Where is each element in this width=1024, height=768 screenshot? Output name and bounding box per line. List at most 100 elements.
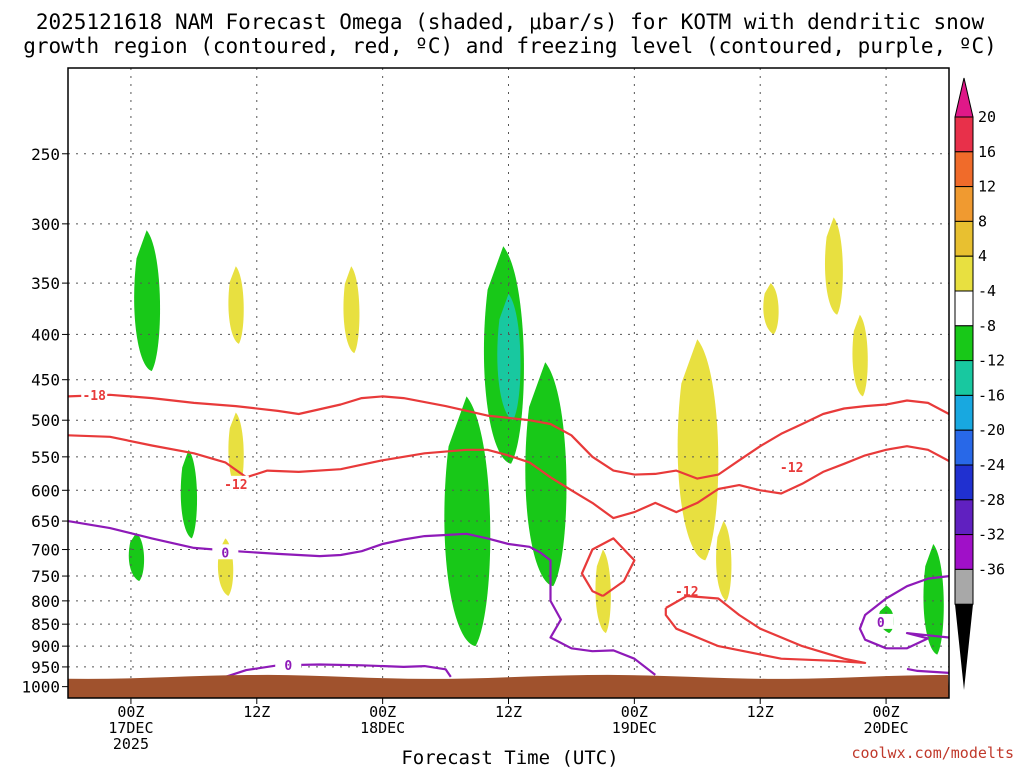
y-tick-label-300: 300 xyxy=(31,215,60,234)
colorbar-bottom-arrow xyxy=(955,604,973,690)
x-tick-label-54-1: 19DEC xyxy=(612,719,657,737)
colorbar-swatch-12 xyxy=(954,534,974,570)
colorbar-swatch-1 xyxy=(954,151,974,188)
omega-shading-layer xyxy=(128,217,944,655)
red-contour-label-0: -18 xyxy=(82,389,106,404)
red-contour-label-bg-0 xyxy=(81,386,108,402)
purple-contour-label-0: 0 xyxy=(221,546,229,561)
colorbar-label-11: -28 xyxy=(978,491,1005,509)
red-contour-1 xyxy=(67,434,950,520)
purple-contour-label-bg-2 xyxy=(867,613,894,629)
y-tick-label-550: 550 xyxy=(31,448,60,467)
x-tick-label-6-2: 2025 xyxy=(113,735,149,753)
y-tick-label-750: 750 xyxy=(31,567,60,586)
omega-shade-region-7 xyxy=(444,396,491,647)
omega-shade-region-1 xyxy=(228,266,244,344)
colorbar-swatch-11 xyxy=(954,499,974,536)
colorbar-label-4: 4 xyxy=(978,247,987,265)
omega-shade-region-15 xyxy=(824,217,843,315)
colorbar-label-6: -8 xyxy=(978,317,996,335)
colorbar-swatch-0 xyxy=(954,116,974,153)
y-tick-label-700: 700 xyxy=(31,541,60,560)
purple-contour-label-bg-1 xyxy=(275,656,302,672)
x-tick-label-42-0: 12Z xyxy=(495,703,522,721)
omega-shade-region-5 xyxy=(128,532,145,582)
colorbar-swatch-13 xyxy=(954,568,974,605)
colorbar-label-9: -20 xyxy=(978,421,1005,439)
omega-shade-region-0 xyxy=(134,230,161,372)
x-tick-label-78-1: 20DEC xyxy=(863,719,908,737)
purple-contour-1 xyxy=(224,663,452,678)
y-tick-label-1000: 1000 xyxy=(21,678,60,697)
terrain-layer xyxy=(68,674,949,698)
y-tick-label-600: 600 xyxy=(31,481,60,500)
colorbar-swatch-6 xyxy=(954,325,974,362)
colorbar-label-1: 16 xyxy=(978,143,996,161)
colorbar-swatch-7 xyxy=(954,360,974,396)
x-tick-label-6-0: 00Z xyxy=(117,703,144,721)
colorbar-label-7: -12 xyxy=(978,352,1005,370)
colorbar-swatch-8 xyxy=(954,394,974,431)
colorbar-swatch-10 xyxy=(954,464,974,501)
colorbar-swatch-2 xyxy=(954,186,974,222)
colorbar-swatch-5 xyxy=(954,290,974,327)
colorbar-label-10: -24 xyxy=(978,456,1005,474)
chart-title-line-2: growth region (contoured, red, ºC) and f… xyxy=(23,34,997,58)
red-contour-3 xyxy=(664,594,867,664)
colorbar-label-8: -16 xyxy=(978,386,1005,404)
x-tick-label-66-0: 12Z xyxy=(747,703,774,721)
colorbar-label-2: 12 xyxy=(978,178,996,196)
chart-title-line-1: 2025121618 NAM Forecast Omega (shaded, μ… xyxy=(36,10,985,34)
contour-layer: -18 -12 -12 -12 0 0 0 xyxy=(67,386,950,678)
x-tick-label-78-0: 00Z xyxy=(873,703,900,721)
purple-contour-2 xyxy=(858,575,950,650)
y-tick-label-650: 650 xyxy=(31,512,60,531)
purple-contour-label-bg-0 xyxy=(212,544,239,560)
y-tick-label-350: 350 xyxy=(31,274,60,293)
omega-shade-region-11 xyxy=(595,549,611,634)
omega-shade-region-16 xyxy=(852,314,868,397)
red-contour-label-bg-2 xyxy=(673,583,700,599)
purple-contour-label-1: 0 xyxy=(284,659,292,674)
y-tick-label-450: 450 xyxy=(31,371,60,390)
colorbar-label-5: -4 xyxy=(978,282,996,300)
purple-contour-label-2: 0 xyxy=(877,616,885,631)
red-contour-0 xyxy=(67,393,950,480)
x-tick-label-54-0: 00Z xyxy=(621,703,648,721)
y-tick-label-900: 900 xyxy=(31,637,60,656)
colorbar-top-arrow xyxy=(954,77,974,118)
x-tick-label-30-1: 18DEC xyxy=(360,719,405,737)
x-axis-label: Forecast Time (UTC) xyxy=(401,747,618,768)
y-tick-label-850: 850 xyxy=(31,615,60,634)
omega-shade-region-18 xyxy=(923,544,944,655)
red-contour-2 xyxy=(580,537,636,597)
omega-shade-region-12 xyxy=(677,339,719,561)
colorbar-swatch-3 xyxy=(954,220,974,257)
credit-text: coolwx.com/modelts xyxy=(851,744,1014,762)
red-contour-label-3: -12 xyxy=(780,461,803,476)
colorbar-swatch-4 xyxy=(954,255,974,292)
x-tick-label-6-1: 17DEC xyxy=(108,719,153,737)
y-tick-label-500: 500 xyxy=(31,411,60,430)
terrain-fill xyxy=(68,674,949,698)
red-contour-label-1: -12 xyxy=(224,478,247,493)
purple-contour-0 xyxy=(67,520,656,676)
y-tick-label-400: 400 xyxy=(31,325,60,344)
omega-shade-region-13 xyxy=(716,521,732,601)
colorbar-label-3: 8 xyxy=(978,212,987,230)
grid-lines xyxy=(68,68,949,698)
red-contour-label-bg-1 xyxy=(222,475,249,491)
y-tick-label-250: 250 xyxy=(31,145,60,164)
colorbar-label-13: -36 xyxy=(978,560,1005,578)
omega-shade-region-4 xyxy=(228,412,244,491)
y-tick-label-950: 950 xyxy=(31,658,60,677)
omega-shade-region-14 xyxy=(763,283,779,335)
y-tick-label-800: 800 xyxy=(31,592,60,611)
axes-layer: 250 300 350 400 450 500 550 600 650 700 750 800 850 9… xyxy=(21,67,950,753)
colorbar-label-12: -32 xyxy=(978,526,1005,544)
colorbar-label-0: 20 xyxy=(978,108,996,126)
colorbar-swatch-9 xyxy=(954,429,974,466)
omega-shade-region-3 xyxy=(180,449,198,539)
red-contour-label-bg-3 xyxy=(778,459,805,475)
